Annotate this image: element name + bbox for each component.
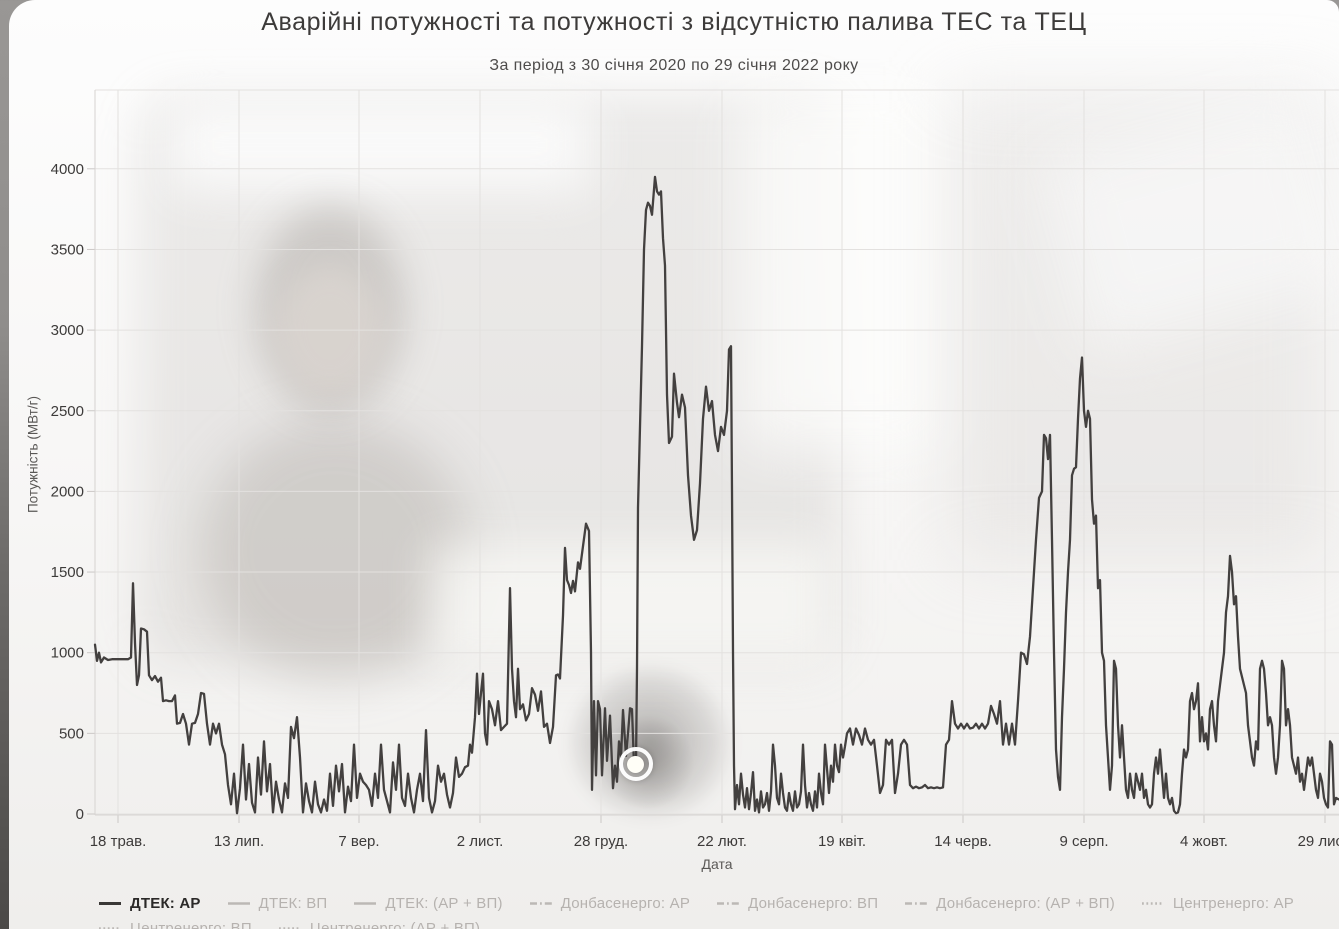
x-tick-label: 28 груд.: [574, 833, 628, 850]
legend-swatch-dashdot-icon: [905, 902, 928, 905]
click-cursor-ring: [619, 747, 653, 781]
legend-swatch-dotted-icon: [99, 927, 121, 929]
x-tick-label: 7 вер.: [338, 833, 379, 850]
chart-legend: ДТЕК: АР ДТЕК: ВП ДТЕК: (АР + ВП) Донбасене…: [97, 895, 1335, 929]
ghost-light-column: [740, 90, 950, 450]
legend-swatch-solid-icon: [227, 902, 250, 905]
x-tick-label: 18 трав.: [90, 833, 147, 850]
legend-item-Центренерго: АР[interactable]: Центренерго: АР: [1140, 895, 1294, 912]
legend-item-ДТЕК: (АР + ВП)[interactable]: ДТЕК: (АР + ВП): [352, 895, 502, 912]
y-tick-label: 1500: [51, 564, 84, 581]
legend-item-ДТЕК: ВП[interactable]: ДТЕК: ВП: [226, 895, 328, 912]
legend-item-Донбасенерго: АР[interactable]: Донбасенерго: АР: [528, 895, 690, 912]
legend-label: ДТЕК: АР: [130, 895, 201, 912]
x-tick-label: 22 лют.: [697, 833, 747, 850]
y-tick-label: 500: [59, 725, 84, 742]
legend-swatch-solid-icon: [99, 902, 121, 905]
legend-label: ДТЕК: (АР + ВП): [385, 895, 503, 912]
y-tick-label: 1000: [51, 645, 84, 662]
chart-card: [9, 0, 1339, 929]
legend-label: Донбасенерго: (АР + ВП): [936, 895, 1115, 912]
x-tick-label: 14 черв.: [934, 833, 992, 850]
legend-label: ДТЕК: ВП: [258, 895, 328, 912]
legend-item-ДТЕК: АР[interactable]: ДТЕК: АР: [97, 895, 201, 912]
x-tick-label: 13 лип.: [214, 833, 264, 850]
legend-label: Центренерго: (АР + ВП): [309, 920, 481, 929]
legend-swatch-dotted-icon: [1141, 902, 1164, 905]
legend-swatch-solid-icon: [354, 902, 377, 905]
x-tick-label: 2 лист.: [457, 833, 504, 850]
y-tick-label: 0: [76, 806, 84, 823]
y-tick-label: 3000: [51, 322, 84, 339]
series-line-ДТЕК: АР: [93, 175, 1339, 815]
legend-swatch-dashdot-icon: [529, 902, 552, 905]
legend-item-Донбасенерго: (АР + ВП)[interactable]: Донбасенерго: (АР + ВП): [903, 895, 1115, 912]
legend-label: Донбасенерго: АР: [560, 895, 691, 912]
x-tick-label: 4 жовт.: [1180, 833, 1228, 850]
ghost-person-body: [200, 420, 470, 680]
x-tick-label: 29 лист.: [1298, 833, 1339, 850]
legend-label: Донбасенерго: ВП: [748, 895, 879, 912]
legend-item-Донбасенерго: ВП[interactable]: Донбасенерго: ВП: [715, 895, 878, 912]
legend-swatch-dashdot-icon: [717, 902, 740, 905]
legend-label: Центренерго: АР: [1172, 895, 1294, 912]
legend-item-Центренерго: (АР + ВП)[interactable]: Центренерго: (АР + ВП): [277, 920, 480, 929]
legend-label: Центренерго: ВП: [130, 920, 252, 929]
legend-item-Центренерго: ВП[interactable]: Центренерго: ВП: [97, 920, 252, 929]
x-tick-label: 19 квіт.: [818, 833, 866, 850]
y-tick-label: 3500: [51, 241, 84, 258]
x-tick-label: 9 серп.: [1060, 833, 1109, 850]
y-tick-label: 2000: [51, 483, 84, 500]
y-tick-label: 2500: [51, 403, 84, 420]
legend-swatch-dotted-icon: [278, 927, 301, 929]
y-tick-label: 4000: [51, 161, 84, 178]
click-cursor-dot: [627, 756, 644, 773]
ghost-light-band: [430, 545, 830, 665]
ghost-highlight-top: [170, 100, 590, 190]
